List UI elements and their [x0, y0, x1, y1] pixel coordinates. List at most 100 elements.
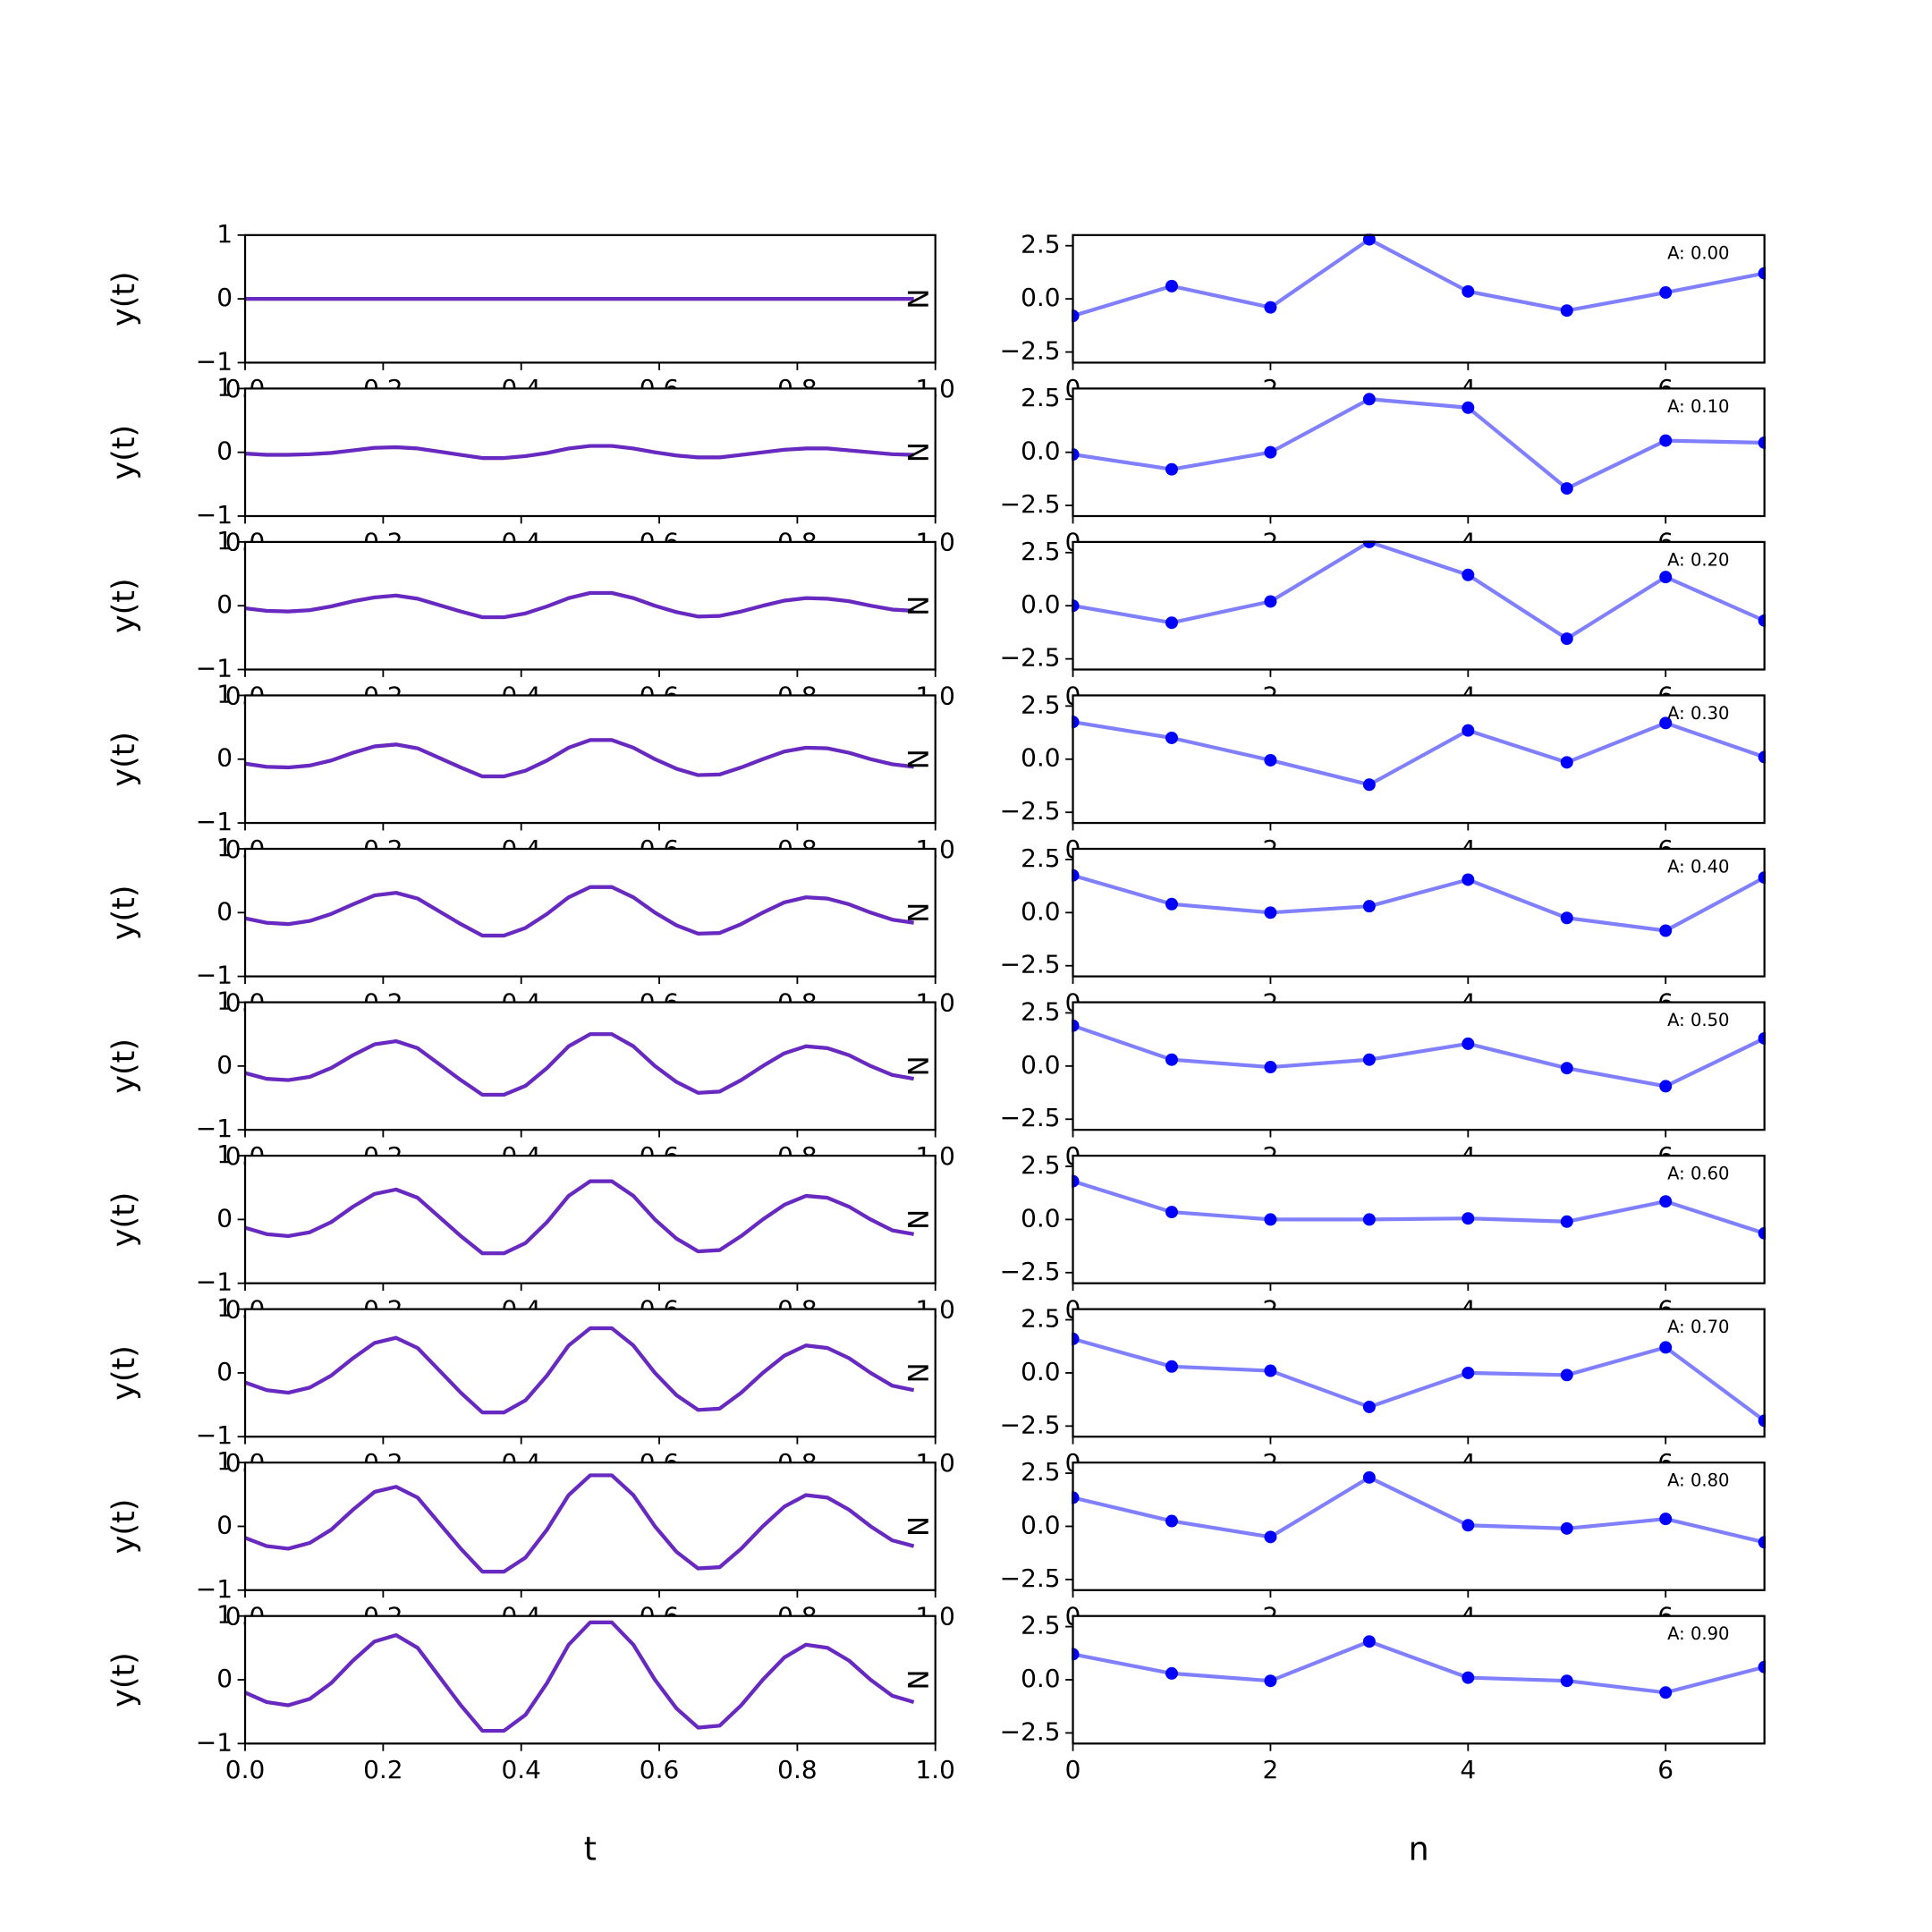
y-tick-label: −2.5: [1000, 796, 1061, 826]
axes-background: [1072, 234, 1765, 363]
data-point: [1362, 1400, 1376, 1413]
annotation: N: [901, 1670, 933, 1690]
x-tick-label: 0.6: [640, 1755, 679, 1784]
x-tick-label: 0.2: [363, 1755, 402, 1784]
y-tick-label: 0: [216, 283, 233, 312]
y-tick-label: 0.0: [1021, 436, 1060, 466]
y-axis-label: y(t): [106, 1038, 142, 1094]
data-point: [1264, 301, 1277, 314]
data-line: [1072, 540, 1766, 641]
data-point: [1462, 1037, 1475, 1050]
data-line: [244, 1032, 914, 1097]
data-point: [1362, 393, 1376, 406]
data-line: [244, 444, 914, 461]
y-axis-label: y(t): [106, 271, 142, 326]
y-axis-label: y(t): [106, 1345, 142, 1401]
y-tick-label: 0: [216, 1357, 233, 1386]
y-tick-label: 2.5: [1021, 1304, 1060, 1334]
plot-area: [244, 885, 914, 938]
data-point: [1659, 434, 1673, 447]
y-axis-label: y(t): [106, 1499, 142, 1555]
y-tick-label: −1: [196, 1420, 233, 1450]
annotation: A: 0.20: [1667, 549, 1729, 570]
x-tick-label: 2: [1263, 1755, 1279, 1784]
plot-area: [1072, 869, 1767, 937]
axes-background: [1072, 1002, 1765, 1131]
x-tick-label: 0.8: [777, 1755, 817, 1784]
x-tick-label: 6: [1657, 1755, 1674, 1784]
axes-background: [245, 1462, 936, 1590]
data-point: [1165, 462, 1178, 476]
y-tick-label: 0.0: [1021, 1203, 1060, 1233]
x-axis-label: n: [1409, 1830, 1429, 1868]
y-tick-label: 1: [216, 987, 233, 1016]
y-axis-label: y(t): [106, 425, 142, 480]
data-point: [1264, 1061, 1277, 1074]
x-tick-label: 0.4: [501, 1755, 540, 1784]
y-tick-label: 0.0: [1021, 283, 1060, 312]
data-point: [1462, 724, 1475, 737]
panel: 0 2 4 6 −2.5 0.0 2.5 A: 0.90 n: [1000, 1611, 1767, 1868]
x-axis-label: t: [584, 1830, 597, 1868]
y-tick-label: −2.5: [1000, 1563, 1061, 1593]
data-point: [1560, 911, 1573, 925]
y-tick-label: −1: [196, 1267, 233, 1297]
y-tick-label: −1: [196, 1727, 233, 1757]
x-tick-label: 0: [1065, 1755, 1081, 1784]
y-tick-label: −2.5: [1000, 336, 1061, 366]
y-tick-label: 0: [216, 589, 233, 619]
data-point: [1659, 1513, 1673, 1526]
data-point: [1659, 571, 1673, 584]
data-point: [1264, 445, 1277, 459]
axes-background: [245, 1156, 936, 1284]
y-tick-label: 1: [216, 1600, 233, 1630]
y-tick-label: −2.5: [1000, 1103, 1061, 1132]
annotation: A: 0.80: [1667, 1470, 1729, 1491]
annotation: N: [901, 1362, 933, 1383]
data-point: [1560, 1521, 1573, 1535]
y-tick-label: 1: [216, 833, 233, 862]
y-tick-label: 0.0: [1021, 589, 1060, 619]
plot-area: [1072, 540, 1767, 646]
y-tick-label: 2.5: [1021, 690, 1060, 719]
y-tick-label: −1: [196, 654, 233, 683]
data-line: [244, 738, 914, 779]
data-point: [1462, 1519, 1475, 1532]
data-point: [1165, 1053, 1178, 1066]
y-tick-label: 0: [216, 1664, 233, 1693]
data-point: [1462, 1366, 1475, 1379]
data-point: [1560, 482, 1573, 496]
y-tick-label: 0: [216, 743, 233, 773]
x-tick-label: 4: [1460, 1755, 1476, 1784]
data-line: [1072, 237, 1766, 318]
annotation: N: [901, 1209, 933, 1230]
annotation: A: 0.30: [1667, 703, 1729, 724]
data-line: [1072, 1475, 1766, 1545]
y-tick-label: 0.0: [1021, 1357, 1060, 1386]
y-tick-label: 0.0: [1021, 1050, 1060, 1080]
y-tick-label: −2.5: [1000, 489, 1061, 519]
annotation: N: [901, 902, 933, 923]
annotation: A: 0.10: [1667, 396, 1729, 417]
data-point: [1462, 284, 1475, 298]
data-point: [1264, 595, 1277, 608]
plot-area: [1072, 1174, 1767, 1240]
data-point: [1462, 401, 1475, 414]
data-point: [1462, 1212, 1475, 1225]
axes-background: [1072, 1462, 1765, 1590]
y-tick-label: 0.0: [1021, 1510, 1060, 1539]
axes-background: [1072, 1309, 1765, 1437]
y-tick-label: −2.5: [1000, 1716, 1061, 1746]
data-point: [1659, 286, 1673, 299]
